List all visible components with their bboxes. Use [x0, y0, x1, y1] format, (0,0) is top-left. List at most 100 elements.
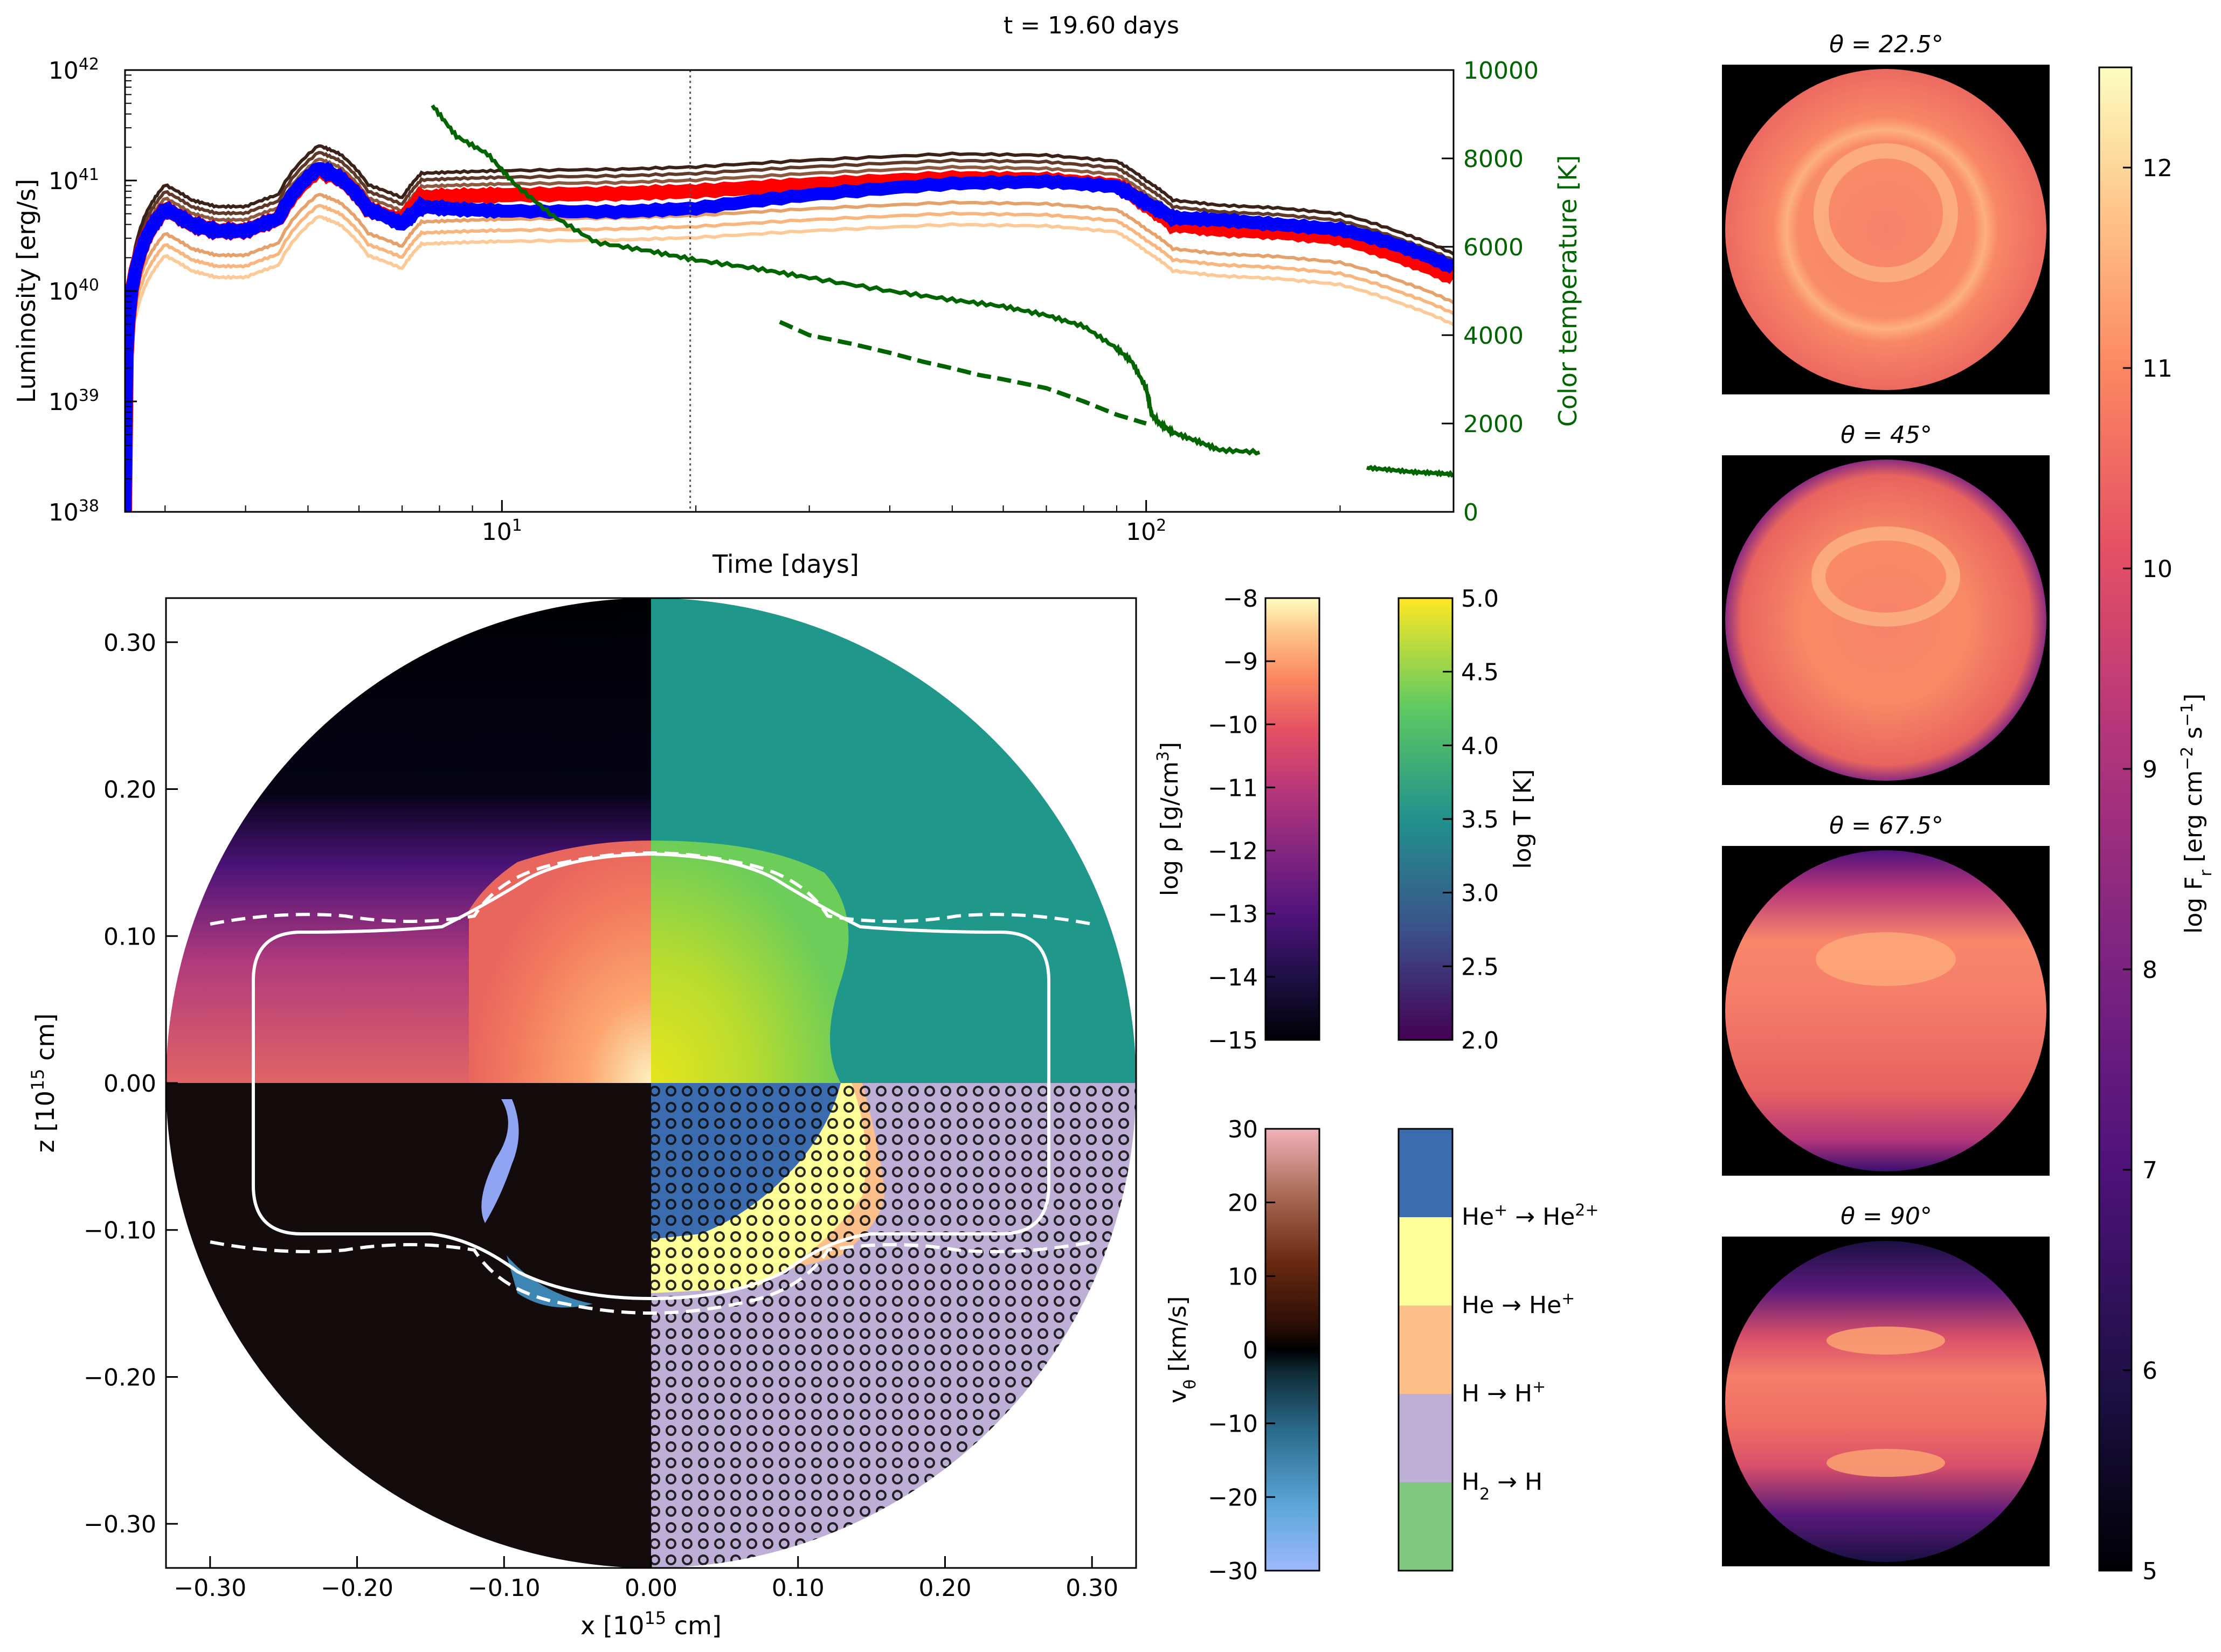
ionization-colorbar-frame	[1397, 1128, 1454, 1572]
luminosity-angle-line	[125, 204, 1454, 512]
velocity-feature	[481, 1099, 519, 1223]
ionization-hatching	[651, 1083, 1136, 1568]
ionization-colorbar: He+ → He2+ He → He+ H → H+ H2 → H	[1399, 1129, 1599, 1571]
ionization-level-label: H → H+	[1462, 1378, 1546, 1408]
density-colorbar-label: log ρ [g/cm3]	[1154, 742, 1184, 896]
flux-image-22: θ = 22.5°	[1722, 31, 2050, 394]
ionization-level	[1399, 1394, 1452, 1482]
slice-y-tick-label: 0.20	[103, 776, 156, 804]
y2-tick-label: 8000	[1463, 145, 1524, 173]
flux-colorbar-label: log Fr [erg cm−2 s−1]	[2178, 693, 2216, 934]
color-temperature-axis: 0 2000 4000 6000 8000 10000	[1442, 57, 1539, 526]
colorbar-tick-label: −12	[1208, 838, 1258, 865]
density-colorbar-ticks: −8 −9 −10 −11 −12 −13 −14 −15	[1208, 585, 1275, 1054]
temperature-core	[651, 841, 849, 1083]
slice-x-tick-label: −0.10	[468, 1574, 541, 1602]
ionization-level	[1399, 1306, 1452, 1394]
flux-image-title: θ = 45°	[1841, 421, 1932, 449]
colorbar-tick-label: 20	[1228, 1190, 1258, 1217]
time-axis: 101 102	[164, 500, 1454, 546]
y2-tick-label: 2000	[1463, 411, 1524, 438]
slice-image	[166, 598, 1136, 1568]
slice-x-label: x [1015 cm]	[580, 1608, 722, 1640]
colorbar-tick-label: −8	[1223, 585, 1258, 613]
color-temperature-tail	[1366, 464, 1454, 478]
slice-x-tick-label: −0.20	[321, 1574, 393, 1602]
colorbar-tick-label: −15	[1208, 1027, 1258, 1054]
luminosity-series-blue	[125, 161, 1454, 512]
slice-x-tick-label: 0.30	[1065, 1574, 1118, 1602]
color-temperature-dashed	[779, 320, 1147, 426]
slice-y-tick-label: −0.20	[84, 1364, 156, 1391]
lightcurve-panel: 1038 1039 1040 1041 1042 0 2000 4000 6000 8000 10…	[12, 55, 1582, 579]
colorbar-tick-label: 30	[1228, 1116, 1258, 1143]
outer-contour-upper	[210, 851, 1092, 926]
flux-colorbar-tick-label: 6	[2142, 1357, 2157, 1385]
flux-image-title: θ = 67.5°	[1829, 812, 1943, 839]
flux-colorbar-tick-label: 8	[2142, 956, 2157, 984]
flux-colorbar-tick-label: 7	[2142, 1157, 2157, 1184]
flux-image-90: θ = 90°	[1722, 1203, 2050, 1566]
y-tick-label: 1040	[49, 276, 99, 306]
lightcurve-frame	[124, 69, 1455, 513]
y2-tick-label: 6000	[1463, 234, 1524, 261]
slice-y-tick-label: 0.30	[103, 629, 156, 657]
colorbar-tick-label: −20	[1208, 1484, 1258, 1511]
flux-colorbar-ticks: 12 11 10 9 8 7 6 5	[2123, 155, 2172, 1585]
velocity-quadrant	[166, 1083, 651, 1568]
time-title: t = 19.60 days	[1004, 12, 1179, 39]
slice-y-axis: −0.30 −0.20 −0.10 0.00 0.10 0.20 0.30	[84, 629, 178, 1538]
colorbar-tick-label: −10	[1208, 1411, 1258, 1438]
flux-colorbar	[2098, 66, 2133, 1572]
colorbar-tick-label: 2.0	[1461, 1027, 1499, 1054]
ionization-level	[1399, 1482, 1452, 1571]
slice-x-tick-label: 0.20	[918, 1574, 971, 1602]
slice-y-tick-label: −0.10	[84, 1217, 156, 1245]
colorbars-panel: −8 −9 −10 −11 −12 −13 −14 −15 log ρ [g/cm3] 5.0…	[1154, 585, 1599, 1585]
y-tick-label: 1041	[49, 165, 99, 196]
flux-image-675: θ = 67.5°	[1722, 812, 2050, 1176]
luminosity-axis: 1038 1039 1040 1041 1042	[49, 55, 137, 527]
colorbar-tick-label: −14	[1208, 964, 1258, 991]
y2-tick-label: 10000	[1463, 57, 1539, 85]
density-core	[469, 841, 651, 1083]
ionization-level-label: He → He+	[1462, 1289, 1575, 1320]
slice-x-tick-label: 0.00	[625, 1574, 677, 1602]
colorbar-tick-label: −9	[1223, 648, 1258, 676]
luminosity-angle-line	[125, 193, 1454, 512]
x-tick-label: 101	[482, 516, 522, 546]
flux-image-title: θ = 22.5°	[1829, 31, 1943, 58]
y2-axis-label: Color temperature [K]	[1553, 155, 1582, 427]
colorbar-tick-label: −11	[1208, 774, 1258, 802]
y2-tick-label: 4000	[1463, 322, 1524, 350]
ionization-level	[1399, 1217, 1452, 1306]
x-axis-label: Time [days]	[712, 550, 859, 579]
velocity-colorbar-label: vθ [km/s]	[1164, 1296, 1200, 1404]
flux-colorbar-tick-label: 11	[2142, 355, 2172, 383]
flux-colorbar-tick-label: 12	[2142, 155, 2172, 182]
y2-tick-label: 0	[1463, 499, 1478, 526]
colorbar-tick-label: 3.0	[1461, 880, 1499, 907]
flux-images-panel: θ = 22.5° θ = 45° θ = 67.5° θ = 90° 12 11…	[1722, 31, 2216, 1585]
color-temperature-series	[431, 104, 1261, 456]
flux-colorbar-tick-label: 5	[2142, 1558, 2157, 1585]
colorbar-tick-label: −13	[1208, 901, 1258, 928]
y-tick-label: 1039	[49, 386, 99, 417]
x-tick-label: 102	[1126, 516, 1166, 546]
slice-y-tick-label: −0.30	[84, 1511, 156, 1538]
photosphere-contour	[252, 852, 1050, 1301]
colorbar-tick-label: −30	[1208, 1558, 1258, 1585]
flux-image-45: θ = 45°	[1722, 421, 2050, 785]
flux-colorbar-tick-label: 10	[2142, 556, 2172, 583]
y-tick-label: 1038	[49, 497, 99, 527]
temperature-colorbar-label: log T [K]	[1509, 769, 1537, 869]
ionization-level-label: He+ → He2+	[1462, 1201, 1599, 1231]
colorbar-tick-label: 2.5	[1461, 953, 1499, 981]
slice-y-tick-label: 0.00	[103, 1070, 156, 1098]
temperature-colorbar-ticks: 5.0 4.5 4.0 3.5 3.0 2.5 2.0	[1443, 585, 1499, 1054]
outer-contour-lower	[210, 1240, 1092, 1315]
ionization-level-label: H2 → H	[1462, 1468, 1542, 1504]
slice-x-tick-label: 0.10	[772, 1574, 825, 1602]
luminosity-angle-line	[125, 151, 1454, 512]
